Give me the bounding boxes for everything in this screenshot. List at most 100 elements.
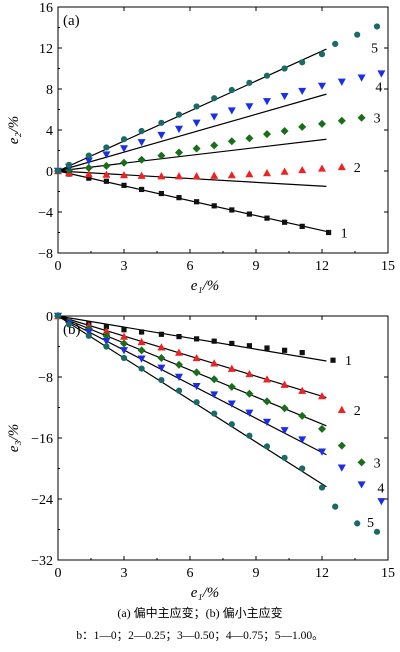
data-point [263,98,271,106]
data-point [137,355,146,363]
data-point [137,337,146,346]
data-point [84,328,93,337]
data-point [193,399,200,406]
y-tick-label: 0 [46,310,53,325]
y-tick-label: 4 [46,124,53,139]
data-point [121,327,127,333]
data-point [120,145,128,153]
data-point [354,31,361,38]
data-point [263,169,271,177]
data-point [299,350,305,356]
data-point [103,178,109,184]
data-point [139,186,145,193]
series-2: 2 [54,161,361,187]
data-point [245,103,254,111]
data-point [299,465,306,472]
data-point [263,418,271,426]
data-point [298,87,307,96]
data-point [211,95,218,102]
y-axis-label: e₂/% [6,116,22,145]
data-point [54,312,62,320]
data-point [175,373,183,381]
data-point [373,528,381,535]
data-point [210,359,219,367]
data-point [337,441,346,450]
panel-label: (a) [63,13,80,29]
x-tick-label: 9 [253,259,260,274]
data-point [103,324,109,330]
data-point [357,74,366,82]
series-2: 2 [54,312,361,419]
data-point [103,343,110,350]
data-point [84,157,93,165]
data-point [229,207,235,213]
data-point [192,353,201,362]
series-label: 5 [371,41,378,56]
data-point [103,144,110,151]
data-point [120,354,128,362]
data-point [120,332,128,340]
data-point [263,130,271,139]
data-point [65,321,73,328]
data-point [175,387,183,394]
data-point [332,40,339,48]
data-point [65,161,73,168]
data-point [318,164,326,172]
data-point [192,368,201,377]
x-tick-label: 3 [121,259,128,274]
data-point [227,171,236,179]
data-point [377,70,386,78]
data-point [263,397,271,406]
fit-line-2 [57,315,327,399]
data-point [84,170,93,178]
data-point [298,386,307,394]
data-point [377,498,386,506]
figure-caption-legend: b：1—0；2—0.25；3—0.50；4—0.75；5—1.00。 [76,630,324,642]
y-tick-label: −8 [38,371,53,386]
data-point [318,51,326,58]
series-label: 5 [367,516,374,531]
data-point [102,331,111,340]
series-label: 1 [345,354,352,369]
data-point [332,503,339,510]
y-tick-label: 8 [46,83,53,98]
data-point [357,458,366,467]
data-point [120,158,128,167]
data-point [318,82,326,90]
data-point [330,357,336,363]
data-point [264,345,270,351]
x-tick-label: 6 [187,566,194,581]
data-point [246,343,252,349]
data-point [192,144,201,153]
data-point [229,340,235,347]
data-point [157,343,166,351]
x-tick-label: 0 [55,259,62,274]
data-point [194,336,200,342]
data-point [194,199,200,205]
series-label: 2 [354,404,361,419]
data-point [228,421,235,428]
x-axis-label: e₁/% [191,278,220,294]
data-point [337,464,346,472]
y-tick-label: −24 [31,493,53,508]
data-point [318,392,326,400]
data-point [175,111,183,118]
data-point [337,405,346,413]
data-point [137,155,146,164]
data-point [337,78,346,86]
data-point [157,364,166,372]
series-label: 2 [354,161,361,176]
series-5: 5 [54,23,381,175]
data-point [86,175,92,181]
plot-frame [57,6,389,254]
fit-line-1 [57,315,327,362]
fit-line-4 [57,93,327,172]
data-point [157,353,166,362]
data-point [227,364,236,372]
data-point [210,391,219,399]
data-point [120,339,128,348]
y-tick-label: 16 [39,1,53,16]
data-point [210,113,219,121]
